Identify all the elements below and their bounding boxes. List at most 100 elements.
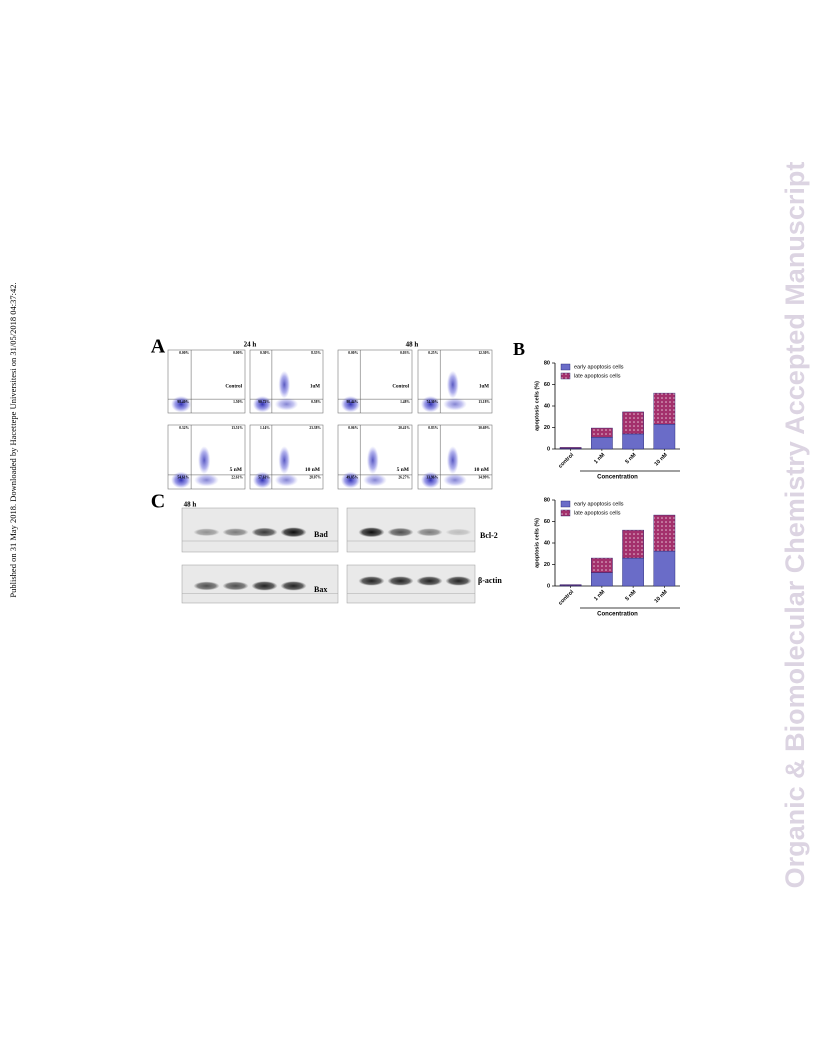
protein-band [387, 527, 414, 537]
side-note: Published on 31 May 2018. Downloaded by … [8, 282, 18, 597]
quadrant-percent: 0.32% [179, 426, 189, 430]
y-tick-label: 20 [544, 562, 550, 568]
quadrant-percent: 98.44% [347, 400, 359, 404]
cell-cluster [443, 397, 467, 411]
x-tick-label: 5 nM [624, 589, 637, 602]
protein-band [445, 528, 472, 536]
x-axis-label: Concentration [597, 612, 638, 618]
cell-cluster [278, 370, 291, 399]
x-tick-label: control [558, 589, 576, 607]
x-tick-label: 10 nM [654, 452, 670, 468]
protein-band [358, 576, 385, 586]
protein-band [280, 581, 307, 591]
cell-cluster [363, 473, 387, 487]
protein-band [222, 581, 249, 591]
x-tick-label: 1 nM [593, 452, 606, 465]
y-tick-label: 40 [544, 403, 550, 409]
y-tick-label: 0 [547, 583, 550, 589]
protein-band [416, 528, 443, 537]
blot-label: Bax [314, 585, 327, 594]
quadrant-percent: 0.03% [400, 351, 410, 355]
quadrant-percent: 49.85% [347, 476, 359, 480]
x-tick-label: 10 nM [654, 589, 670, 605]
cell-cluster [171, 471, 192, 489]
cell-cluster [198, 446, 211, 475]
cell-cluster [420, 471, 441, 489]
protein-band [251, 581, 278, 591]
quadrant-percent: 1.48% [400, 400, 410, 404]
quadrant-percent: 26.27% [398, 476, 410, 480]
cell-cluster [278, 446, 291, 475]
bar-segment [653, 424, 676, 450]
panel-label: B [513, 339, 525, 359]
bar-segment [591, 427, 613, 438]
protein-band [280, 527, 307, 538]
bar-segment [622, 433, 644, 450]
time-header: 48 h [406, 341, 419, 349]
legend-label: early apoptosis cells [574, 364, 624, 370]
y-tick-label: 80 [544, 360, 550, 366]
bar-segment [559, 447, 582, 449]
panel-label: A [151, 336, 166, 358]
bar-segment [622, 529, 644, 559]
blot-label: β-actin [478, 576, 502, 585]
quadrant-percent: 20.41% [398, 426, 410, 430]
quadrant-percent: 0.00% [348, 351, 358, 355]
x-tick-label: 5 nM [624, 452, 637, 465]
quadrant-percent: 1.14% [260, 426, 270, 430]
watermark: Organic & Biomolecular Chemistry Accepte… [780, 162, 810, 889]
protein-band [222, 528, 249, 537]
time-label: 48 h [184, 501, 197, 509]
legend-label: late apoptosis cells [574, 373, 621, 379]
legend-label: early apoptosis cells [574, 501, 624, 507]
quadrant-percent: 0.00% [179, 351, 189, 355]
y-axis-label: apoptosis cells (%) [534, 381, 540, 431]
condition-label: 5 nM [397, 467, 410, 473]
quadrant-percent: 1.50% [233, 400, 243, 404]
blot-label: Bcl-2 [480, 531, 498, 540]
bar-segment [622, 557, 644, 587]
bar-segment [653, 392, 676, 425]
quadrant-percent: 13.51% [231, 426, 243, 430]
condition-label: 5 nM [230, 467, 243, 473]
bar-segment [591, 572, 613, 587]
x-tick-label: 1 nM [593, 589, 606, 602]
quadrant-percent: 12.30% [478, 351, 490, 355]
blot-label: Bad [314, 530, 328, 539]
quadrant-percent: 90.72% [258, 400, 270, 404]
quadrant-percent: 57.61% [258, 476, 270, 480]
quadrant-percent: 23.38% [309, 426, 321, 430]
quadrant-percent: 33.96% [427, 476, 439, 480]
legend-swatch [560, 372, 571, 380]
condition-label: Control [392, 385, 409, 390]
cell-cluster [420, 395, 441, 413]
time-header: 24 h [244, 341, 257, 349]
y-tick-label: 40 [544, 540, 550, 546]
cell-cluster [446, 446, 459, 475]
y-tick-label: 60 [544, 519, 550, 525]
bar-segment [591, 436, 613, 450]
panel-label: C [151, 491, 165, 513]
quadrant-percent: 98.40% [177, 400, 189, 404]
quadrant-percent: 0.83% [428, 426, 438, 430]
cell-cluster [340, 395, 361, 413]
condition-label: 10 nM [305, 467, 321, 473]
condition-label: Control [225, 385, 242, 390]
legend-swatch [560, 363, 571, 371]
protein-band [445, 576, 472, 586]
quadrant-percent: 28.07% [309, 476, 321, 480]
condition-label: 10 nM [474, 467, 490, 473]
y-axis-label: apoptosis cells (%) [534, 518, 540, 568]
y-tick-label: 0 [547, 446, 550, 452]
quadrant-percent: 13.18% [478, 400, 490, 404]
legend-swatch [560, 509, 571, 517]
bar-segment [591, 557, 613, 573]
cell-cluster [171, 395, 192, 413]
quadrant-percent: 0.06% [348, 426, 358, 430]
x-axis-label: Concentration [597, 475, 638, 481]
cell-cluster [194, 473, 219, 487]
quadrant-percent: 34.99% [478, 476, 490, 480]
quadrant-percent: 0.58% [311, 400, 321, 404]
y-tick-label: 20 [544, 425, 550, 431]
